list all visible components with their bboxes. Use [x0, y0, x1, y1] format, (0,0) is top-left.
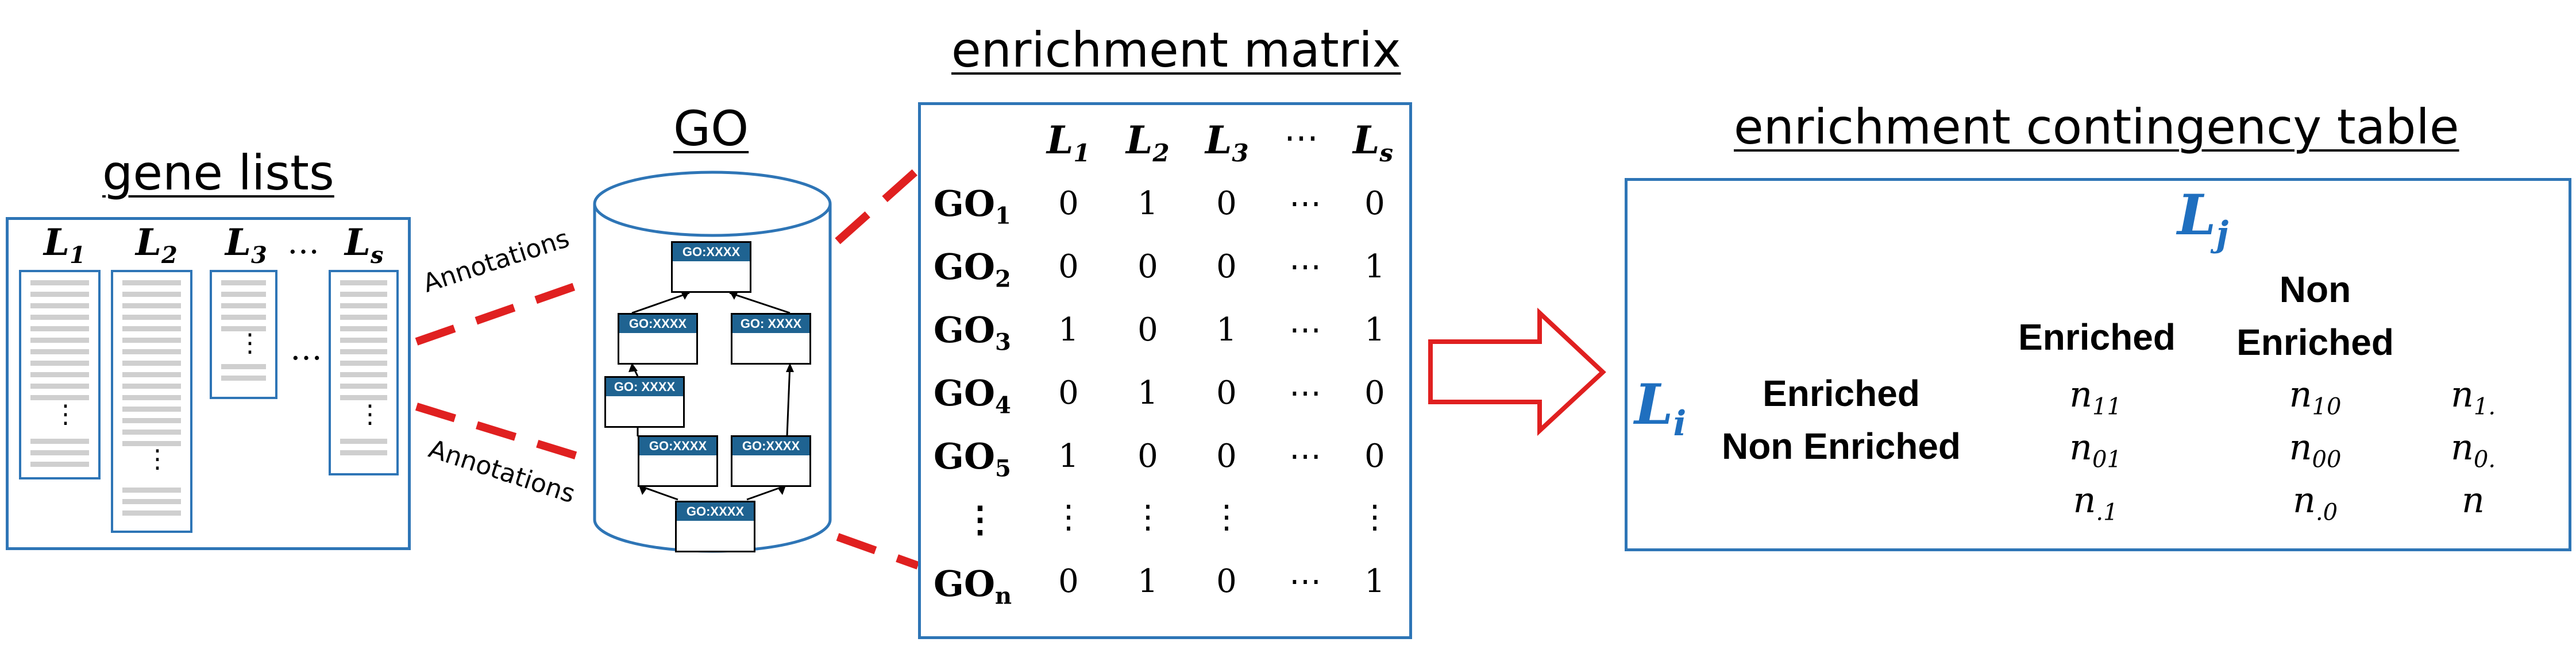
go-node-lower-left: GO:XXXX	[638, 435, 718, 487]
ct-cell-n1dot: n1.	[2450, 373, 2496, 420]
row-variable-li: Li	[1634, 372, 1687, 444]
matrix-row-label-n: GOn	[934, 563, 1012, 610]
matrix-col-ellipsis: ⋯	[1284, 118, 1318, 158]
big-arrow	[1428, 307, 1606, 436]
matrix-cell: 1	[1364, 248, 1385, 285]
matrix-cell: 0	[1364, 185, 1385, 222]
contingency-table-title: enrichment contingency table	[1734, 99, 2459, 155]
vdots-s: ⋮	[357, 400, 383, 429]
annotation-line-lower	[415, 403, 599, 466]
gene-list-column-2: ⋮	[111, 270, 192, 533]
gene-list-column-1: ⋮	[19, 270, 101, 479]
gene-list-column-3: ⋮	[210, 270, 277, 399]
ct-col-header-non-enriched: Non Enriched	[2236, 269, 2394, 363]
matrix-col-s: Ls	[1353, 118, 1394, 168]
matrix-cell: 0	[1058, 374, 1079, 412]
matrix-cell: 0	[1216, 248, 1237, 285]
ct-cell-n-total: n	[2462, 479, 2485, 521]
matrix-cell: 1	[1216, 311, 1237, 349]
gene-list-header-s: Ls	[345, 221, 384, 269]
matrix-cell: 1	[1364, 563, 1385, 600]
matrix-cell: 1	[1058, 311, 1079, 349]
matrix-cell: ⋮	[1210, 498, 1243, 536]
matrix-cell: 0	[1364, 374, 1385, 412]
matrix-cell: ⋯	[1289, 248, 1321, 285]
vdots-1: ⋮	[53, 400, 78, 429]
matrix-row-label-4: GO4	[934, 372, 1011, 419]
matrix-row-label-1: GO1	[934, 183, 1011, 230]
go-node-lower-right: GO:XXXX	[731, 435, 811, 487]
col-variable-lj: Lj	[2177, 183, 2229, 255]
matrix-cell: ⋯	[1289, 374, 1321, 412]
matrix-cell: 0	[1216, 438, 1237, 475]
matrix-line-upper	[835, 166, 921, 245]
matrix-row-label-2: GO2	[934, 246, 1011, 293]
matrix-cell: ⋮	[1359, 498, 1391, 536]
ct-col-header-enriched: Enriched	[2018, 316, 2176, 358]
ct-cell-n01: n01	[2069, 426, 2122, 473]
matrix-cell: 1	[1137, 185, 1158, 222]
matrix-col-1: L1	[1047, 118, 1090, 168]
matrix-cell: ⋯	[1289, 563, 1321, 600]
contingency-panel	[1625, 178, 2571, 551]
matrix-cell: 0	[1058, 563, 1079, 600]
enrichment-matrix-title: enrichment matrix	[951, 22, 1401, 78]
ct-row-header-non-enriched: Non Enriched	[1721, 425, 1961, 467]
matrix-cell: 1	[1364, 311, 1385, 349]
go-title: GO	[673, 100, 749, 157]
gene-list-header-1: L1	[44, 221, 86, 269]
matrix-cell: 1	[1058, 438, 1079, 475]
ct-cell-ndot1: n.1	[2073, 479, 2118, 526]
ct-cell-n0dot: n0.	[2450, 426, 2496, 473]
matrix-cell: 0	[1058, 248, 1079, 285]
matrix-cell: ⋮	[1052, 498, 1085, 536]
matrix-cell: 0	[1137, 438, 1158, 475]
ct-cell-n11: n11	[2069, 373, 2122, 420]
gene-list-between-ellipsis: …	[290, 330, 322, 368]
matrix-cell: ⋯	[1289, 311, 1321, 349]
ct-cell-n00: n00	[2289, 426, 2342, 473]
enrichment-matrix-panel	[918, 102, 1412, 639]
go-node-left: GO:XXXX	[618, 313, 698, 365]
matrix-cell: 0	[1137, 248, 1158, 285]
matrix-cell: 0	[1058, 185, 1079, 222]
matrix-cell: 1	[1137, 563, 1158, 600]
matrix-row-label-3: GO3	[934, 309, 1011, 356]
matrix-cell: 1	[1137, 374, 1158, 412]
annotation-line-upper	[415, 274, 599, 346]
go-node-right: GO: XXXX	[731, 313, 811, 365]
gene-list-header-2: L2	[136, 221, 178, 269]
matrix-row-label-5: GO5	[934, 435, 1011, 482]
go-node-root: GO:XXXX	[671, 241, 751, 293]
matrix-col-2: L2	[1126, 118, 1170, 168]
matrix-row-label-vdots: ⋮	[962, 498, 998, 540]
matrix-col-3: L3	[1205, 118, 1249, 168]
gene-list-header-ellipsis: …	[287, 224, 319, 261]
matrix-cell: ⋯	[1289, 185, 1321, 222]
ct-row-header-enriched: Enriched	[1763, 373, 1920, 414]
matrix-cell: 0	[1216, 185, 1237, 222]
gene-list-column-s: ⋮	[329, 270, 399, 475]
matrix-line-lower	[836, 533, 920, 570]
matrix-cell: ⋮	[1132, 498, 1164, 536]
matrix-cell: 0	[1364, 438, 1385, 475]
ct-cell-ndot0: n.0	[2292, 479, 2338, 526]
gene-list-header-3: L3	[225, 221, 267, 269]
vdots-2: ⋮	[145, 444, 170, 474]
vdots-3: ⋮	[237, 328, 263, 358]
matrix-cell: 0	[1216, 374, 1237, 412]
gene-lists-title: gene lists	[102, 145, 334, 201]
matrix-cell: 0	[1216, 563, 1237, 600]
ct-cell-n10: n10	[2289, 373, 2342, 420]
matrix-cell: 0	[1137, 311, 1158, 349]
go-node-leaf: GO:XXXX	[675, 501, 755, 552]
go-node-mid-left: GO: XXXX	[604, 376, 685, 428]
matrix-cell: ⋯	[1289, 438, 1321, 475]
